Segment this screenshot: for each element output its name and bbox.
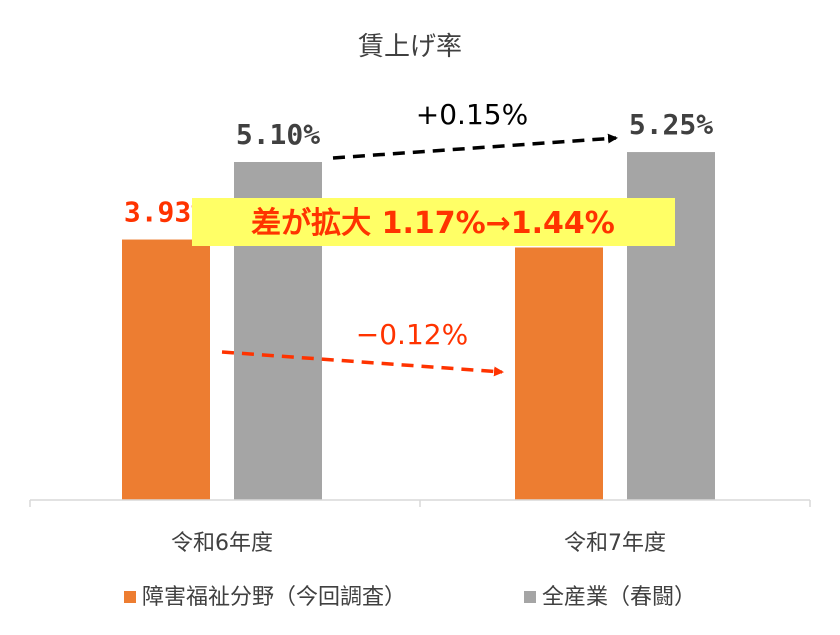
chart-title: 賃上げ率 xyxy=(358,32,462,62)
welfare-change-label: −0.12% xyxy=(356,318,468,351)
highlight-box xyxy=(192,198,675,246)
category-label-r6: 令和6年度 xyxy=(171,531,273,556)
legend-label-welfare: 障害福祉分野（今回調査） xyxy=(142,585,406,610)
bar-welfare-r7 xyxy=(515,247,603,500)
category-label-r7: 令和7年度 xyxy=(564,531,666,556)
legend-swatch-all-industry xyxy=(524,591,536,603)
bar-welfare-r6 xyxy=(122,239,210,500)
all-industry-change-label: +0.15% xyxy=(416,98,528,131)
value-label-all-industry-r6: 5.10% xyxy=(236,118,320,151)
all-industry-change-arrow xyxy=(332,133,618,160)
value-label-all-industry-r7: 5.25% xyxy=(629,108,713,141)
legend-swatch-welfare xyxy=(124,591,136,603)
highlight-label: 差が拡大 1.17%→1.44% xyxy=(251,206,615,241)
legend-label-all-industry: 全産業（春闘） xyxy=(542,585,696,610)
welfare-change-arrow xyxy=(221,350,504,377)
